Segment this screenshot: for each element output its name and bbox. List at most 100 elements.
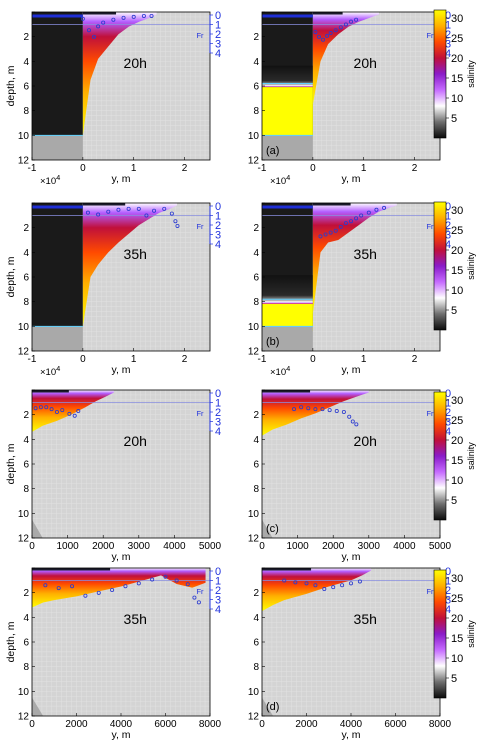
x-axis-label: y, m [341,551,360,563]
seabed [32,326,83,351]
froude-point [33,406,38,411]
y-tick-label: 10 [248,687,260,698]
y-tick-label: 6 [23,273,29,284]
x-exponent-power: 4 [286,364,290,373]
fr-tick-label: 3 [215,595,221,607]
fr-tick-label: 4 [215,426,221,438]
fr-axis-label: Fr [196,31,204,40]
x-tick-label: 1 [361,354,367,365]
froude-point [331,585,336,590]
froude-point [327,408,332,413]
froude-point [174,578,179,583]
colorbar-tick-label: 15 [451,265,463,277]
fr-tick-label: 2 [445,585,451,597]
y-tick-label: 2 [23,410,29,421]
x-axis-label: y, m [341,364,360,376]
fr-axis-label: Fr [196,409,204,418]
froude-point [325,33,330,38]
fr-tick-label: 2 [445,220,451,232]
froude-point [348,581,353,586]
froude-point [175,223,180,228]
x-tick-label: 0 [259,541,265,552]
colorbar-label: salinity [466,252,476,280]
y-tick-label: 12 [18,156,30,167]
fr-tick-label: 2 [215,585,221,597]
froude-point [348,219,353,224]
panel-label: (b) [266,336,279,348]
y-tick-label: 8 [253,662,259,673]
froude-point [343,221,348,226]
y-tick-label: 10 [248,509,260,520]
x-tick-label: 4000 [393,541,416,552]
plot-area [262,568,440,716]
y-tick-label: 4 [23,57,29,68]
froude-point [282,578,287,583]
froude-point [185,582,190,587]
surface-layer [262,568,312,571]
x-exponent-power: 4 [56,173,60,182]
fr-tick-label: 0 [445,201,451,213]
x-tick-label: 2000 [92,541,115,552]
froude-point [328,230,333,235]
froude-point [80,16,85,21]
plot-area [262,390,440,538]
froude-point [322,587,327,592]
froude-point [136,206,141,211]
colorbar-gradient [433,201,447,331]
x-tick-label: 8000 [199,719,222,730]
froude-point [60,408,65,413]
fr-tick-label: 0 [445,10,451,22]
froude-point [54,409,59,414]
y-tick-label: 6 [253,82,259,93]
seabed [262,519,273,538]
colorbar-tick-label: 20 [451,435,463,447]
y-tick-label: 4 [253,435,259,446]
y-tick-label: 4 [253,57,259,68]
froude-point [343,22,348,27]
x-tick-label: 2000 [322,541,345,552]
x-tick-label: 6000 [384,719,407,730]
fr-tick-label: 4 [215,239,221,251]
froude-point [347,414,352,419]
colorbar-tick-label: 25 [451,415,463,427]
y-tick-label: 2 [253,588,259,599]
y-axis-label: depth, m [5,256,17,297]
froude-point [96,212,101,217]
fr-tick-label: 2 [215,220,221,232]
froude-point [131,14,136,19]
fr-tick-label: 3 [215,230,221,242]
fr-axis-label: Fr [426,587,434,596]
y-tick-label: 10 [18,322,30,333]
y-tick-label: 8 [253,484,259,495]
x-axis-label: y, m [341,729,360,741]
colorbar-tick-label: 5 [451,113,457,125]
x-tick-label: 0 [310,354,316,365]
froude-point [38,405,43,410]
froude-point [354,17,359,22]
fr-tick-label: 4 [445,604,451,616]
froude-point [43,583,48,588]
time-label: 20h [124,433,147,449]
seabed [262,135,313,160]
froude-point [333,228,338,233]
froude-point [70,584,75,589]
time-label: 35h [354,246,377,262]
froude-point [334,409,339,414]
froude-point [152,208,157,213]
froude-point [316,34,321,39]
fr-tick-label: 3 [445,417,451,429]
froude-point [341,409,346,414]
y-tick-label: 8 [253,297,259,308]
fr-tick-label: 3 [445,230,451,242]
time-label: 35h [124,246,147,262]
x-tick-label: 2 [182,163,188,174]
froude-point [338,25,343,30]
x-tick-label: 4000 [340,719,363,730]
x-exponent: ×104 [40,364,60,378]
x-exponent-power: 4 [56,364,60,373]
fr-tick-label: 0 [445,566,451,578]
